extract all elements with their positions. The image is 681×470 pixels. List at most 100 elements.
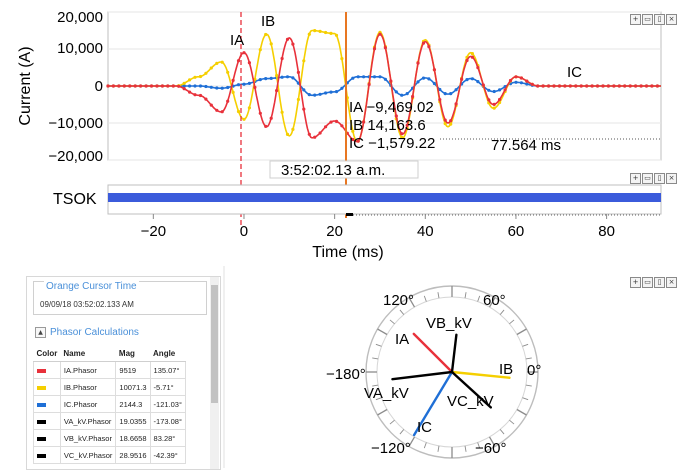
sample-point-ia: [432, 68, 436, 72]
angle-label-60: 60°: [483, 292, 506, 309]
table-row[interactable]: IC.Phasor 2144.3 -121.03°: [33, 395, 186, 413]
sample-point-ib: [324, 30, 328, 35]
dial-tick: [389, 419, 395, 425]
phasor-diagram[interactable]: 120° 60° −180° 0° −120° −60° IA VB_kV IB…: [0, 262, 681, 468]
pin-button[interactable]: +: [630, 14, 641, 25]
dial-tick: [499, 429, 505, 435]
sample-point-ia: [149, 84, 154, 88]
sample-point-ic: [514, 80, 518, 84]
maximize-button[interactable]: ▯: [654, 173, 665, 184]
phasor-vector-vc: [450, 370, 492, 409]
sample-point-ia: [460, 77, 464, 81]
sample-point-ib: [334, 33, 339, 37]
sample-point-ib: [209, 66, 213, 70]
close-button[interactable]: ×: [666, 277, 677, 288]
collapse-icon[interactable]: ▲: [35, 327, 46, 338]
sample-point-ia: [106, 84, 110, 88]
maximize-button[interactable]: ▯: [654, 277, 665, 288]
sample-point-ib: [220, 60, 224, 64]
sample-point-ia: [585, 84, 589, 88]
close-button[interactable]: ×: [666, 173, 677, 184]
sample-point-ic: [318, 92, 322, 96]
sample-point-ia: [389, 79, 393, 83]
sample-point-ia: [264, 124, 268, 128]
table-row[interactable]: IB.Phasor 10071.3 -5.71°: [33, 378, 186, 396]
sample-point-ic: [394, 90, 398, 94]
sample-point-ia: [198, 93, 203, 98]
restore-button[interactable]: ▭: [642, 14, 653, 25]
dial-tick: [516, 408, 527, 416]
sample-point-ic: [378, 75, 382, 79]
sample-point-ia: [487, 98, 491, 102]
sample-point-ic: [476, 80, 480, 84]
sample-point-ia: [182, 87, 186, 91]
sample-point-ic: [204, 84, 208, 89]
sample-point-ia: [634, 84, 638, 88]
restore-button[interactable]: ▭: [642, 277, 653, 288]
sample-point-ia: [144, 84, 148, 88]
phasor-calc-header: ▲ Phasor Calculations: [35, 327, 139, 338]
close-button[interactable]: ×: [666, 14, 677, 25]
table-header-row: Color Name Mag Angle: [33, 345, 186, 362]
sample-point-ia: [612, 84, 616, 88]
dial-tick: [477, 442, 481, 449]
sample-point-ib: [400, 135, 404, 139]
sample-point-ia: [650, 84, 654, 88]
color-swatch: [37, 419, 46, 424]
vector-label-ia: IA: [395, 331, 409, 348]
x-tick-label: 20: [326, 223, 343, 240]
table-row[interactable]: IA.Phasor 9519 135.07°: [33, 361, 186, 379]
pin-button[interactable]: +: [630, 173, 641, 184]
sample-point-ia: [568, 84, 572, 88]
restore-button[interactable]: ▭: [642, 173, 653, 184]
sample-point-ic: [269, 76, 273, 80]
sample-point-ia: [601, 84, 605, 88]
delta-time: 77.564 ms: [491, 137, 561, 154]
sample-point-ia: [367, 82, 371, 87]
table-row[interactable]: VC_kV.Phasor 28.9516 -42.39°: [33, 446, 186, 464]
angle-label-minus60: −60°: [475, 440, 506, 457]
sample-point-ia: [220, 110, 224, 114]
sample-point-ia: [166, 84, 170, 88]
waveform-chart[interactable]: Current (A) 20,000 10,000 0 −10,000 −20,…: [0, 0, 681, 262]
sample-point-ia: [530, 82, 534, 86]
dial-tick: [423, 295, 427, 302]
sample-point-ic: [498, 88, 502, 92]
sample-point-ia: [111, 84, 115, 88]
sample-point-ic: [247, 81, 251, 85]
panel-scrollbar[interactable]: [210, 277, 219, 469]
sample-point-ic: [519, 81, 524, 85]
sample-point-ia: [307, 132, 311, 136]
digital-label: TSOK: [53, 191, 97, 208]
sample-point-ia: [574, 84, 578, 88]
sample-point-ib: [193, 75, 197, 79]
maximize-button[interactable]: ▯: [654, 14, 665, 25]
series-label-ib: IB: [261, 13, 275, 30]
phasor-calc-title[interactable]: Phasor Calculations: [50, 327, 139, 338]
scroll-thumb[interactable]: [211, 285, 218, 403]
cursor-time-box: [269, 160, 419, 179]
pin-button[interactable]: +: [630, 277, 641, 288]
sample-point-ia: [438, 98, 442, 102]
dial-tick: [377, 408, 388, 416]
sample-point-ia: [378, 32, 382, 36]
sample-point-ia: [329, 120, 333, 124]
sample-point-ic: [449, 92, 453, 96]
sample-point-ia: [628, 84, 632, 88]
dial-tick: [522, 343, 529, 347]
sample-point-ia: [405, 123, 409, 127]
sample-point-ia: [133, 84, 137, 88]
sample-point-ib: [313, 29, 317, 33]
sample-point-ia: [291, 42, 295, 46]
sample-point-ic: [487, 88, 491, 92]
sample-point-ib: [307, 32, 311, 36]
sample-point-ia: [128, 84, 132, 88]
sample-point-ia: [552, 84, 556, 88]
sample-point-ia: [318, 131, 322, 135]
x-tick-label: 40: [417, 223, 434, 240]
table-row[interactable]: VB_kV.Phasor 18.6658 83.28°: [33, 429, 186, 447]
readout-ib: IB 14,163.6: [349, 117, 426, 134]
phasor-vector-ia: [412, 332, 454, 374]
sample-point-ia: [209, 103, 213, 107]
sample-point-ia: [579, 84, 583, 88]
